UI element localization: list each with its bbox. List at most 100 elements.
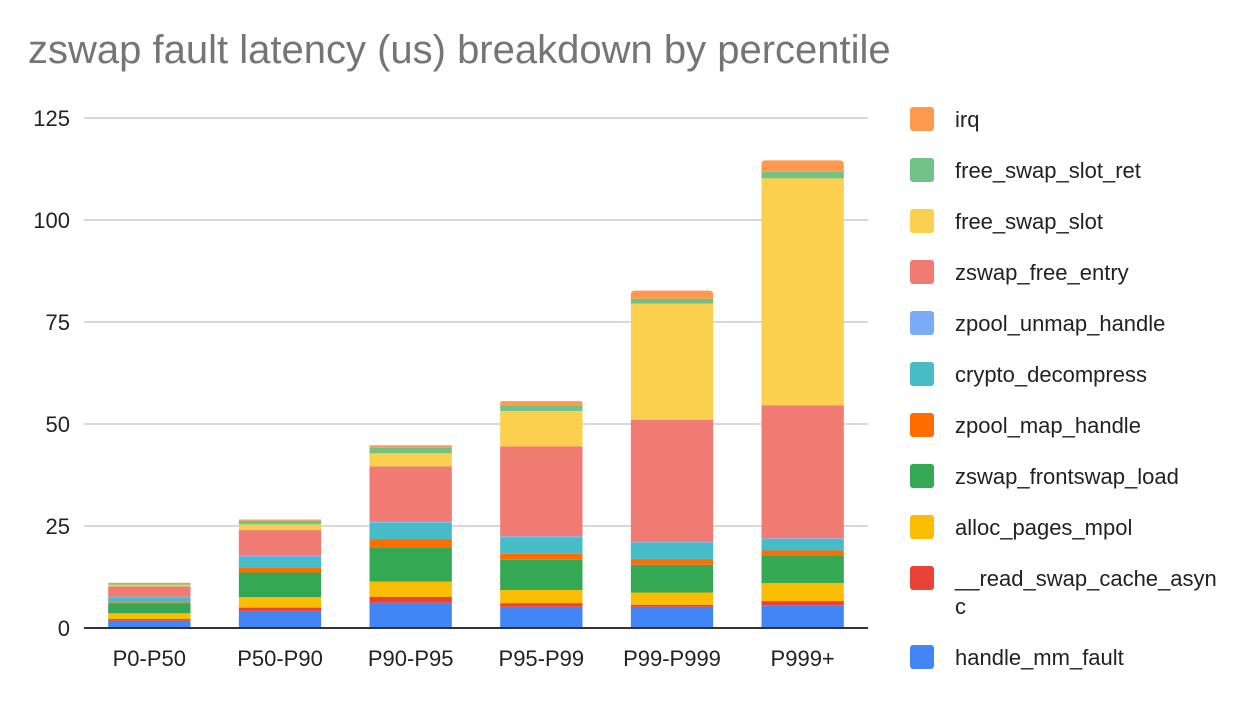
bar-segment-free-swap-slot-ret <box>761 171 844 179</box>
bar-segment-read-swap-cache-async <box>761 601 844 606</box>
bar-segment-zswap-frontswap-load <box>238 572 322 597</box>
bar-segment-handle-mm-fault <box>630 606 714 628</box>
legend-swatch <box>910 413 934 437</box>
y-tick-label: 25 <box>46 514 70 539</box>
legend-item: alloc_pages_mpol <box>910 515 1132 540</box>
bar-segment-handle-mm-fault <box>238 610 322 628</box>
legend-label: free_swap_slot <box>955 209 1103 234</box>
legend-swatch <box>910 311 934 335</box>
legend-swatch <box>910 362 934 386</box>
legend-label: __read_swap_cache_asyn c <box>954 566 1217 619</box>
x-tick-label: P99-P999 <box>623 646 721 671</box>
legend-swatch <box>910 566 934 590</box>
bar-segment-handle-mm-fault <box>500 606 583 628</box>
bar-segment-irq <box>500 401 583 406</box>
bar-segment-free-swap-slot-ret <box>500 405 583 411</box>
bar-segment-zswap-free-entry <box>238 530 322 556</box>
legend-label: zswap_free_entry <box>955 260 1129 285</box>
legend-label: zswap_frontswap_load <box>955 464 1179 489</box>
legend-label: crypto_decompress <box>955 362 1147 387</box>
bar-segment-read-swap-cache-async <box>500 603 583 607</box>
bar-segment-free-swap-slot-ret <box>108 583 191 585</box>
bar-segment-alloc-pages-mpol <box>108 613 191 620</box>
bar-segment-zpool-map-handle <box>761 550 844 556</box>
gridlines <box>84 117 868 527</box>
y-tick-label: 0 <box>58 616 70 641</box>
y-tick-label: 50 <box>46 412 70 437</box>
chart-title: zswap fault latency (us) breakdown by pe… <box>28 28 891 72</box>
legend-item: crypto_decompress <box>910 362 1147 387</box>
bar-segment-handle-mm-fault <box>108 620 191 628</box>
bar-segment-free-swap-slot <box>108 584 191 587</box>
bar-segment-zpool-unmap-handle <box>761 538 844 540</box>
bar-segment-free-swap-slot <box>761 178 844 406</box>
bar-segment-zpool-unmap-handle <box>630 541 714 543</box>
legend-item: zswap_frontswap_load <box>910 464 1179 489</box>
bar-segment-handle-mm-fault <box>761 605 844 628</box>
bar-segment-free-swap-slot <box>369 453 452 467</box>
bar-segment-crypto-decompress <box>630 542 714 560</box>
axes: 0 25 50 75 100 125 P0-P50 P50-P90 P90-P95 P95-P99… <box>33 106 868 671</box>
bar-segment-handle-mm-fault <box>369 602 452 628</box>
bar-segment-irq <box>238 519 322 521</box>
legend-swatch <box>910 209 934 233</box>
bar-segment-read-swap-cache-async <box>369 596 452 603</box>
legend-label: zpool_map_handle <box>955 413 1141 438</box>
y-tick-label: 75 <box>46 310 70 335</box>
bar-segment-zpool-unmap-handle <box>238 555 322 558</box>
bar-segment-crypto-decompress <box>108 597 191 603</box>
bar-segment-zswap-frontswap-load <box>761 555 844 584</box>
bar-segment-read-swap-cache-async <box>630 604 714 607</box>
bar-segment-zswap-frontswap-load <box>108 603 191 614</box>
bar-segment-crypto-decompress <box>238 557 322 568</box>
bar-segment-zpool-map-handle <box>500 553 583 560</box>
bar-segment-irq <box>108 582 191 584</box>
bar-segment-crypto-decompress <box>761 539 844 551</box>
x-tick-label: P0-P50 <box>113 646 186 671</box>
bar-segment-irq <box>761 160 844 172</box>
bar-segment-crypto-decompress <box>369 522 452 540</box>
legend: irq free_swap_slot_ret free_swap_slotzswap… <box>910 107 1217 670</box>
bar-segment-zswap-frontswap-load <box>500 559 583 591</box>
legend-swatch <box>910 464 934 488</box>
bar-segment-free-swap-slot <box>500 410 583 447</box>
x-tick-label: P50-P90 <box>237 646 323 671</box>
bar-segment-zpool-unmap-handle <box>369 521 452 523</box>
legend-item: zpool_map_handle <box>910 413 1141 438</box>
legend-item: free_swap_slot <box>910 209 1103 234</box>
bar-segment-zpool-map-handle <box>108 602 191 604</box>
y-tick-label: 125 <box>33 106 70 131</box>
legend-swatch <box>910 645 934 669</box>
bar-segment-zpool-unmap-handle <box>500 536 583 538</box>
legend-item: zpool_unmap_handle <box>910 311 1165 336</box>
x-tick-label: P95-P99 <box>499 646 585 671</box>
legend-item: __read_swap_cache_asyn c <box>910 566 1217 619</box>
legend-label: irq <box>955 107 979 132</box>
bar-segment-free-swap-slot-ret <box>369 447 452 454</box>
legend-swatch <box>910 260 934 284</box>
legend-label: free_swap_slot_ret <box>955 158 1141 183</box>
x-tick-label: P999+ <box>771 646 835 671</box>
bar-segment-irq <box>369 445 452 448</box>
bar-segment-read-swap-cache-async <box>108 619 191 621</box>
bar-segment-crypto-decompress <box>500 537 583 554</box>
bar-segment-alloc-pages-mpol <box>369 581 452 597</box>
legend-label: zpool_unmap_handle <box>955 311 1165 336</box>
bar-segment-zswap-free-entry <box>108 586 191 597</box>
y-tick-label: 100 <box>33 208 70 233</box>
x-tick-label: P90-P95 <box>368 646 454 671</box>
bar-segment-irq <box>630 290 714 299</box>
bar-segment-free-swap-slot <box>238 524 322 531</box>
bar-segment-zpool-unmap-handle <box>108 596 191 598</box>
bar-segment-zswap-free-entry <box>369 466 452 522</box>
bar-segment-zswap-frontswap-load <box>369 547 452 582</box>
bar-segment-zpool-map-handle <box>630 559 714 565</box>
bar-segment-zpool-map-handle <box>369 539 452 548</box>
bar-segment-read-swap-cache-async <box>238 607 322 611</box>
bar-segment-zpool-map-handle <box>238 567 322 573</box>
legend-item: handle_mm_fault <box>910 645 1124 670</box>
legend-label: alloc_pages_mpol <box>955 515 1132 540</box>
legend-label: handle_mm_fault <box>955 645 1124 670</box>
bar-segment-zswap-free-entry <box>630 419 714 542</box>
